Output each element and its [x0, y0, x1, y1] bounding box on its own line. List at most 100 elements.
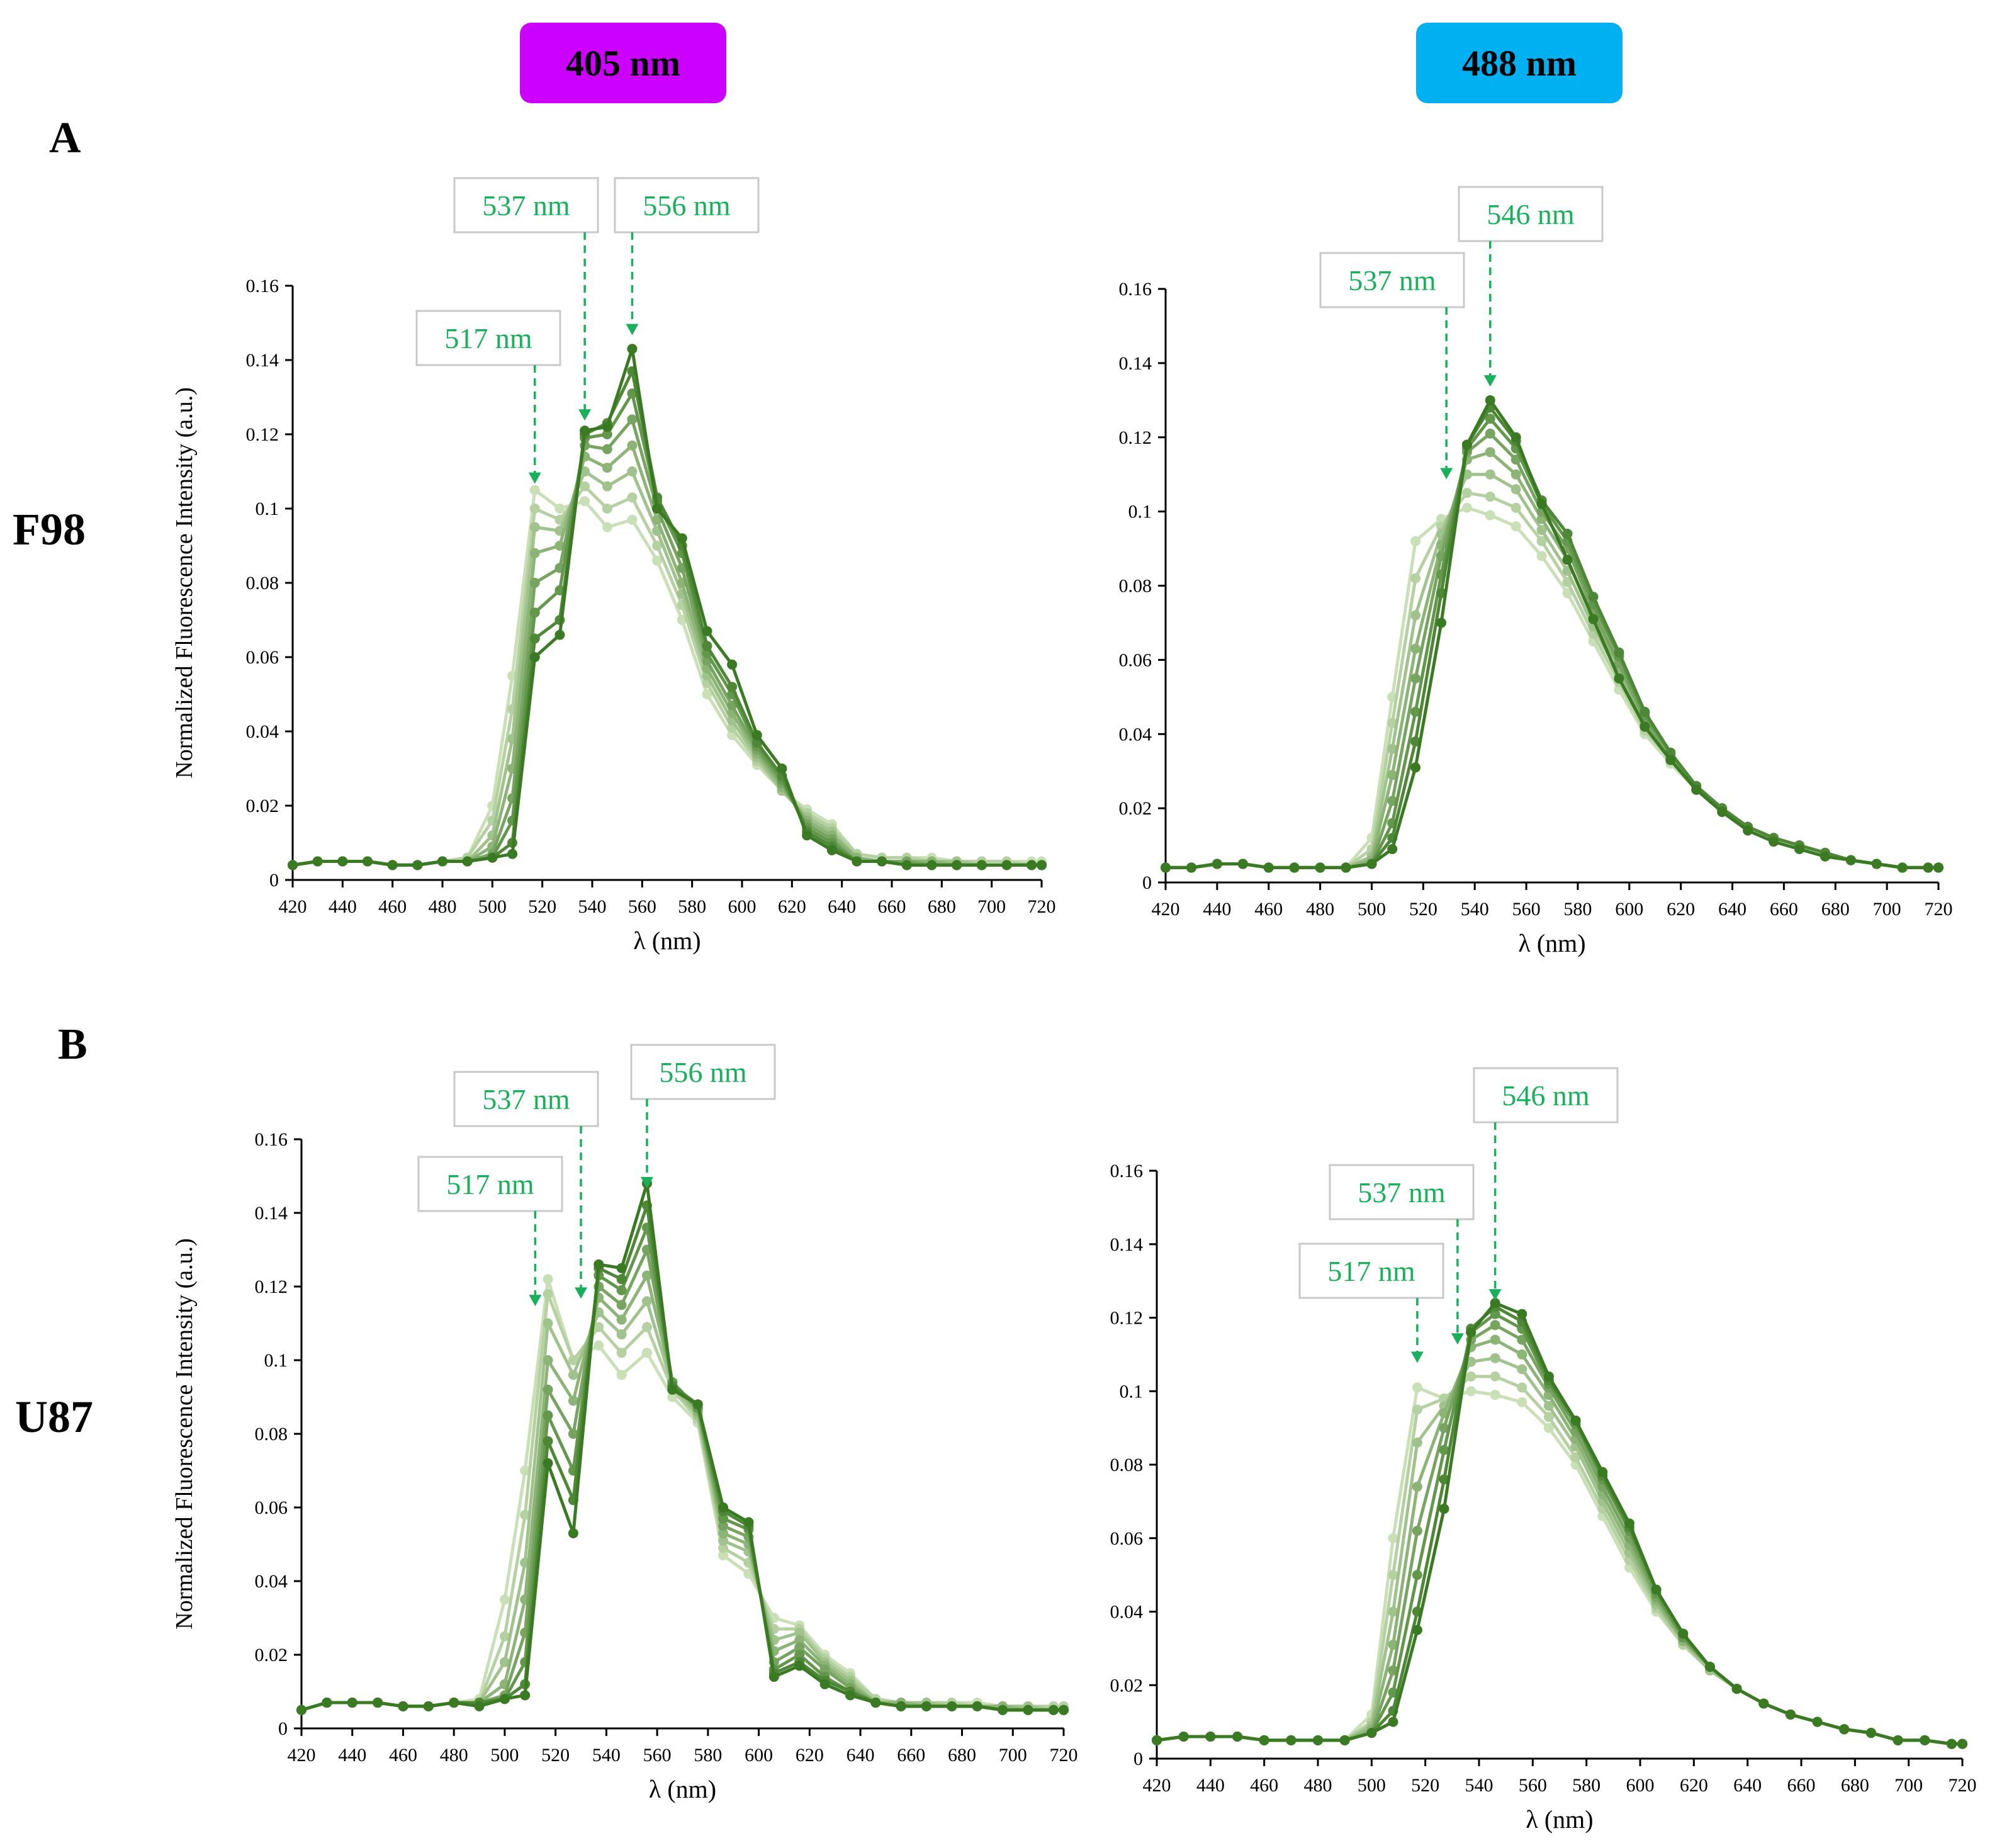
data-point: [1517, 1364, 1527, 1375]
data-point: [507, 848, 518, 859]
x-tick-label: 720: [1028, 896, 1056, 917]
data-point: [1490, 1390, 1500, 1400]
data-point: [616, 1263, 627, 1273]
data-point: [794, 1635, 805, 1645]
chart-u87-405nm: 0 0.02 0.04 0.06 0.08 0.1 0.12 0.14 0.16 420 440 46…: [171, 1044, 1078, 1803]
data-point: [1410, 536, 1421, 546]
data-point: [1614, 647, 1624, 658]
x-axis-label: λ (nm): [649, 1775, 716, 1803]
data-point: [1820, 851, 1830, 862]
x-tick-label: 640: [828, 896, 856, 917]
data-point: [520, 1509, 531, 1520]
header-405nm-label: 405 nm: [565, 42, 681, 84]
chart-f98-488nm: 0 0.02 0.04 0.06 0.08 0.1 0.12 0.14 0.16 420 440 46…: [1119, 186, 1953, 957]
data-point: [1048, 1704, 1059, 1715]
data-point: [1946, 1738, 1957, 1749]
x-tick-label: 480: [1304, 1775, 1332, 1796]
x-tick-label: 560: [643, 1745, 672, 1766]
series-line-s5: [1156, 1323, 1962, 1746]
data-point: [652, 541, 663, 551]
data-point: [602, 522, 612, 532]
data-point: [347, 1698, 357, 1708]
data-point: [727, 659, 738, 670]
data-point: [1439, 1504, 1449, 1514]
x-tick-label: 440: [1196, 1775, 1225, 1796]
data-point: [1490, 1334, 1500, 1345]
data-point: [1388, 1570, 1398, 1580]
data-point: [312, 856, 323, 867]
annotation-label: 517 nm: [444, 322, 532, 354]
y-tick-label: 0.16: [1110, 1161, 1144, 1181]
data-point: [652, 504, 663, 514]
y-tick-label: 0.04: [255, 1571, 288, 1592]
data-point: [1027, 860, 1037, 870]
data-point: [1259, 1735, 1269, 1745]
x-tick-label: 720: [1050, 1745, 1078, 1766]
x-tick-label: 720: [1949, 1775, 1977, 1796]
data-point: [462, 856, 473, 867]
data-point: [1597, 1467, 1608, 1477]
x-tick-label: 680: [948, 1745, 976, 1766]
data-point: [1588, 614, 1599, 624]
data-point: [743, 1517, 754, 1528]
data-point: [976, 860, 987, 870]
data-point: [751, 730, 762, 740]
annotation-arrowhead: [640, 1176, 653, 1188]
data-point: [627, 440, 638, 451]
x-tick-label: 680: [1821, 899, 1850, 920]
data-point: [1957, 1738, 1967, 1749]
data-point: [1485, 510, 1495, 521]
y-tick-label: 0.12: [1110, 1308, 1144, 1329]
data-point: [1640, 706, 1650, 717]
data-point: [1624, 1518, 1634, 1529]
data-point: [1510, 521, 1521, 532]
data-point: [1410, 573, 1421, 583]
data-point: [1161, 862, 1171, 873]
data-point: [972, 1701, 982, 1711]
data-point: [593, 1259, 604, 1270]
data-point: [702, 626, 712, 636]
data-point: [1186, 862, 1196, 873]
x-tick-label: 540: [1461, 899, 1489, 920]
annotation-box: [1298, 1242, 1444, 1299]
data-point: [702, 641, 712, 651]
y-tick-label: 0.08: [255, 1424, 288, 1445]
y-tick-label: 0.16: [255, 1129, 288, 1150]
x-tick-label: 520: [541, 1745, 570, 1766]
data-point: [1439, 1423, 1449, 1433]
series-line-s1: [1156, 1385, 1962, 1746]
data-point: [845, 1690, 855, 1701]
x-tick-label: 660: [878, 896, 906, 917]
data-point: [1758, 1698, 1769, 1709]
x-tick-label: 460: [1254, 899, 1283, 920]
y-tick-label: 0.06: [246, 647, 279, 668]
y-tick-label: 0.08: [1110, 1455, 1144, 1475]
x-tick-label: 700: [1873, 899, 1901, 920]
data-point: [641, 1296, 652, 1307]
series-line-s3: [1156, 1356, 1962, 1746]
data-point: [543, 1355, 553, 1365]
data-point: [718, 1543, 729, 1553]
annotation-arrowhead: [528, 472, 541, 484]
data-point: [1388, 1606, 1398, 1617]
x-tick-label: 580: [678, 896, 706, 917]
x-tick-label: 460: [389, 1745, 417, 1766]
data-point: [1466, 1327, 1477, 1338]
data-point: [1313, 1735, 1323, 1745]
data-point: [1023, 1704, 1033, 1715]
data-point: [1412, 1625, 1422, 1635]
y-tick-label: 0.08: [246, 573, 279, 594]
data-point: [1410, 673, 1421, 684]
data-point: [387, 860, 398, 870]
data-point: [363, 856, 373, 867]
data-point: [641, 1348, 652, 1358]
data-point: [1485, 414, 1495, 424]
x-tick-label: 560: [1519, 1775, 1547, 1796]
y-tick-label: 0.14: [246, 350, 279, 371]
data-point: [1510, 484, 1521, 495]
y-tick-label: 0.02: [255, 1645, 288, 1665]
y-tick-label: 0.06: [1119, 650, 1152, 670]
data-point: [1439, 1445, 1449, 1455]
data-point: [580, 425, 590, 436]
data-point: [602, 481, 612, 492]
